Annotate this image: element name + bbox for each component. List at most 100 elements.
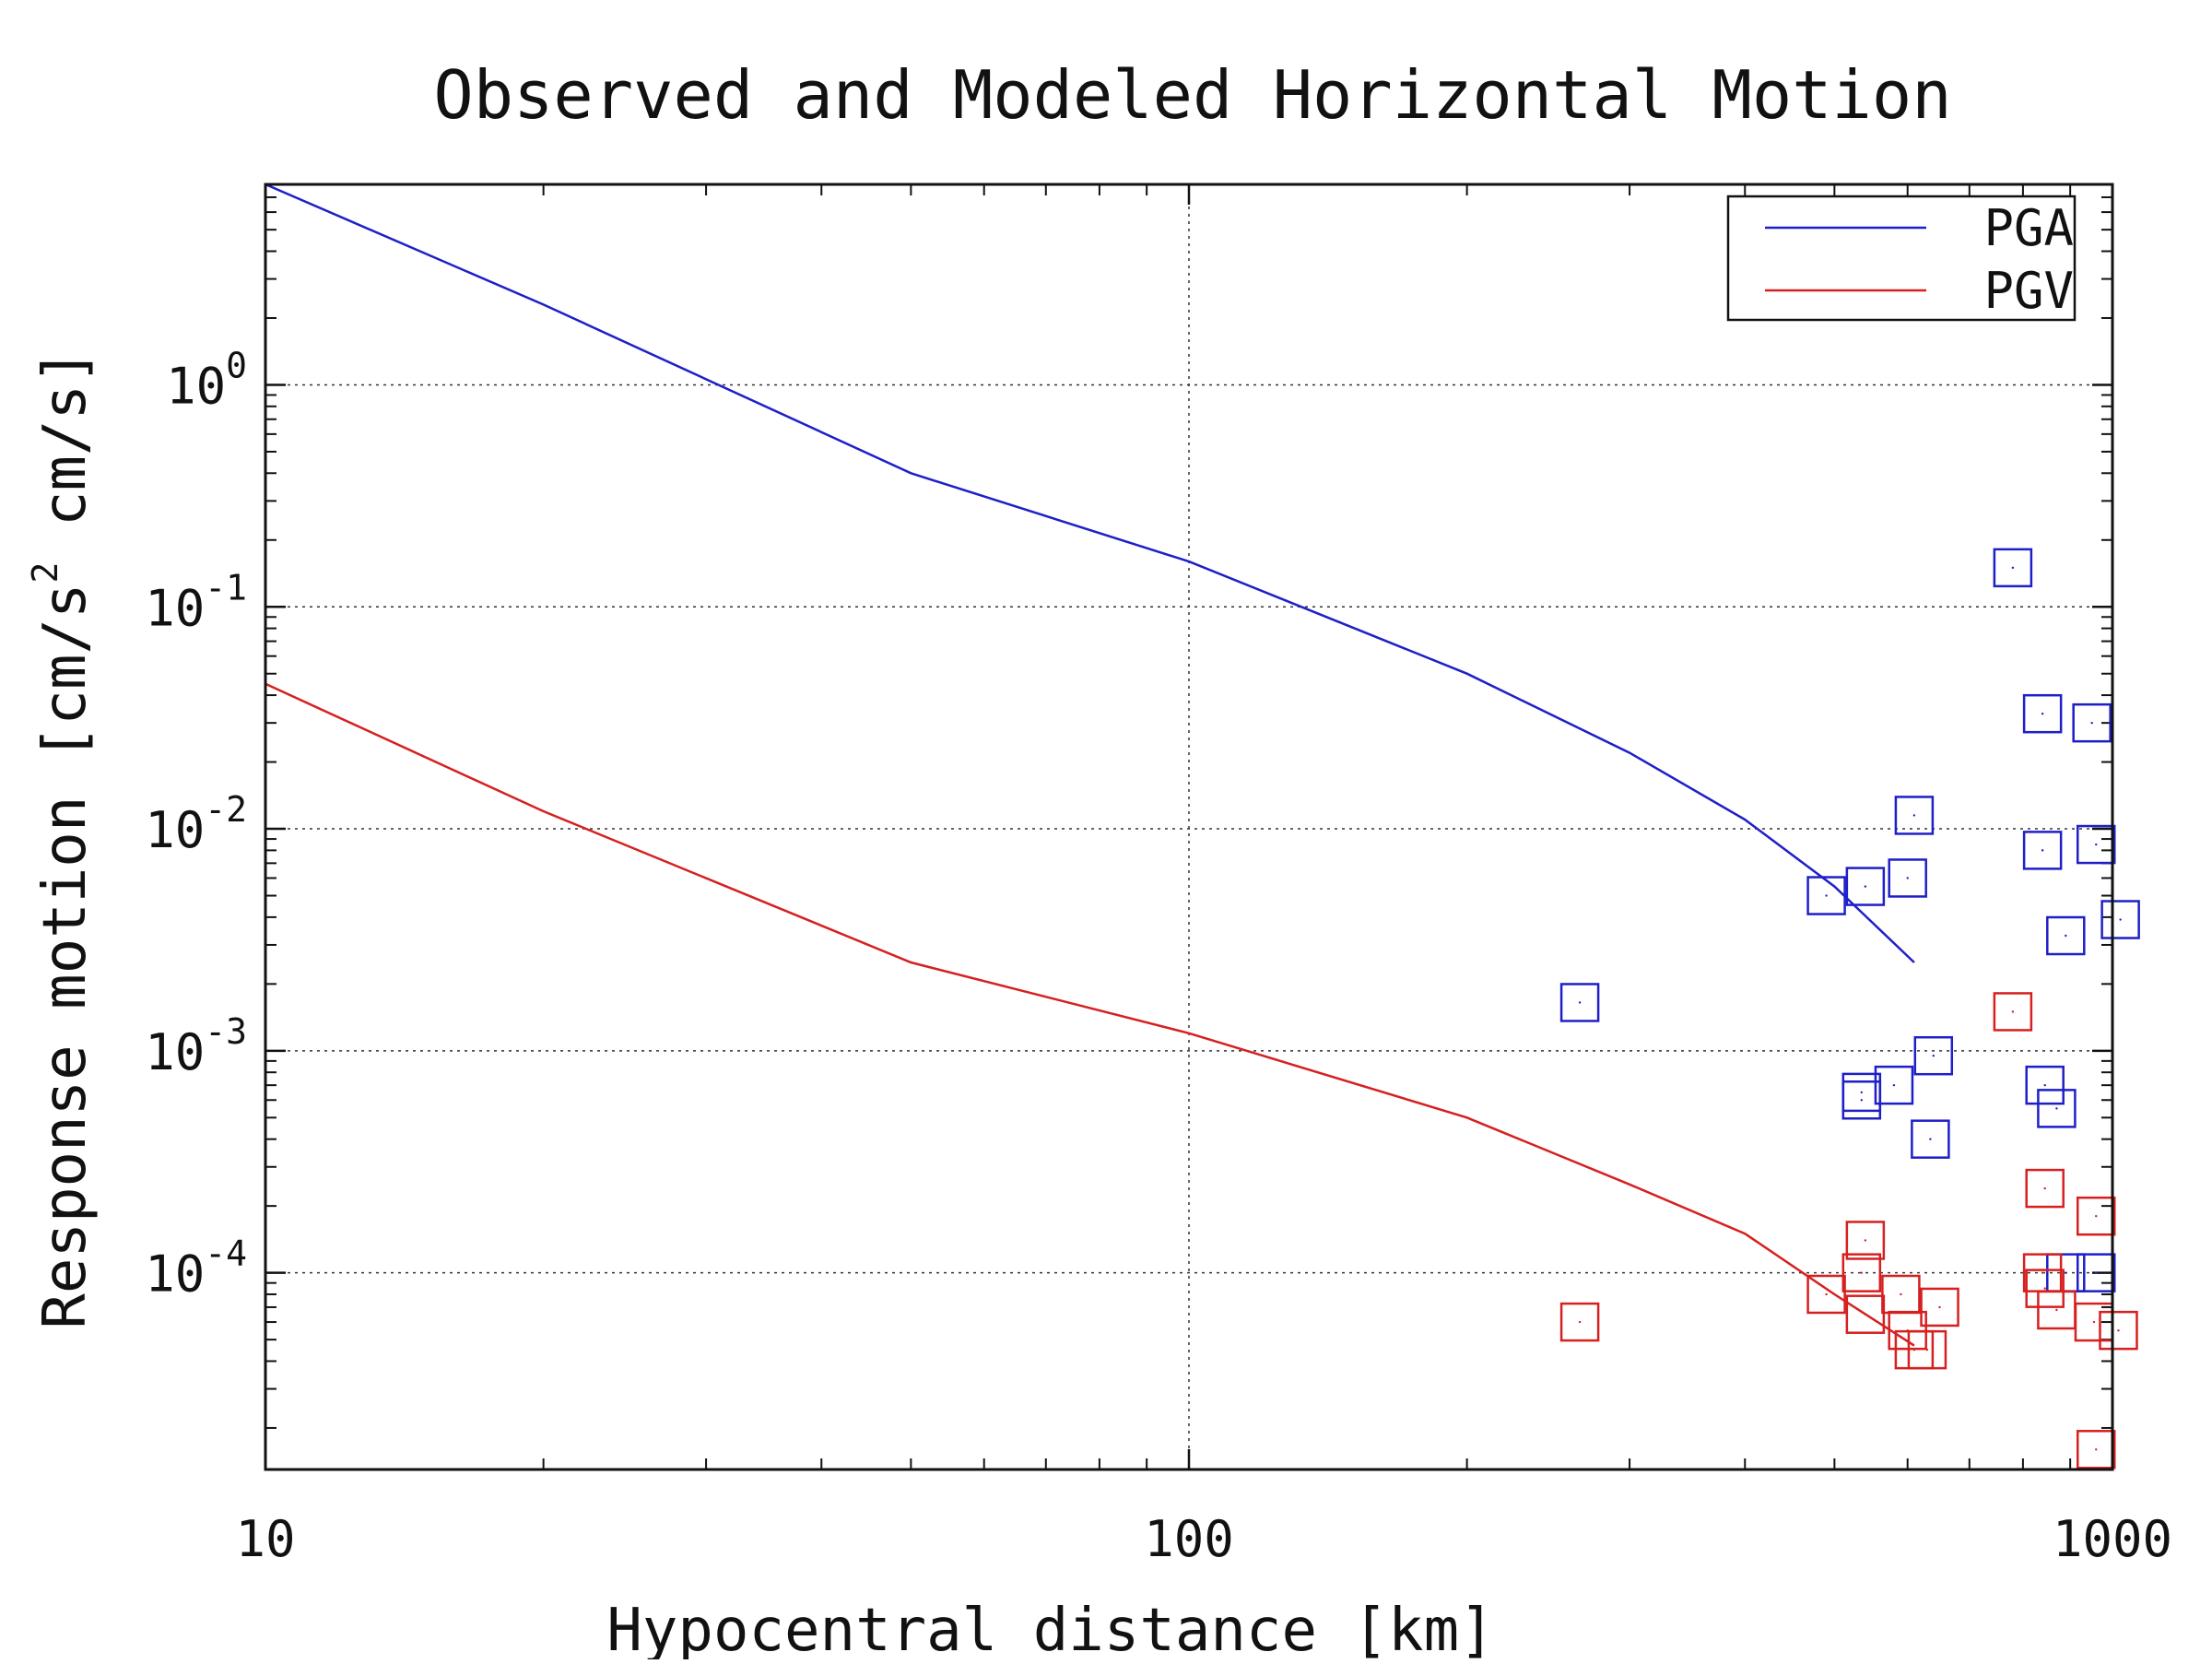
observed-marker-center <box>1825 1292 1828 1296</box>
observed-marker-center <box>2043 1186 2046 1190</box>
observed-marker-center <box>2090 721 2093 725</box>
observed-marker-center <box>1925 1348 1929 1351</box>
observed-marker-center <box>2043 1083 2046 1087</box>
model-line-pga <box>265 183 1915 963</box>
plot-series <box>265 183 2140 1469</box>
observed-marker-center <box>1578 1001 1582 1004</box>
observed-marker-center <box>2065 934 2067 938</box>
observed-marker-center <box>1892 1083 1896 1087</box>
y-tick-base: 10 <box>145 801 205 859</box>
y-axis-label-part-2: cm/s] <box>31 348 100 561</box>
observed-marker-center <box>2011 1010 2015 1013</box>
observed-marker <box>1913 1035 1954 1076</box>
observed-marker <box>1888 858 1927 898</box>
observed-marker-center <box>2095 1214 2098 1218</box>
observed-marker <box>2072 702 2112 743</box>
observed-marker <box>2022 831 2063 870</box>
observed-marker <box>1841 1080 1882 1120</box>
observed-marker-center <box>2095 1271 2098 1274</box>
observed-marker <box>2025 1168 2065 1209</box>
observed-marker <box>2076 1253 2116 1292</box>
observed-marker <box>2076 1196 2116 1236</box>
observed-marker-center <box>1906 877 1909 879</box>
observed-marker <box>1559 1302 1600 1342</box>
observed-marker-center <box>2117 1328 2120 1332</box>
observed-marker-center <box>2011 566 2015 570</box>
y-tick-label: 100 <box>166 345 247 415</box>
observed-marker-center <box>2095 843 2098 846</box>
observed-marker-center <box>1860 1091 1864 1094</box>
x-tick-label: 100 <box>1144 1510 1234 1568</box>
observed-marker <box>2076 824 2116 865</box>
observed-marker <box>1845 1294 1886 1334</box>
observed-marker <box>2025 1065 2065 1105</box>
observed-marker-center <box>2055 1308 2058 1312</box>
legend-label-pgv: PGV <box>1983 262 2074 320</box>
observed-marker-center <box>1825 894 1828 897</box>
observed-marker-center <box>1864 1239 1867 1242</box>
y-tick-label: 10-1 <box>145 567 247 637</box>
x-tick-label: 1000 <box>2053 1510 2172 1568</box>
plot-frame <box>264 183 2114 1471</box>
observed-marker <box>1806 876 1846 915</box>
legend-box <box>1726 195 2077 322</box>
observed-marker-center <box>2055 1107 2058 1110</box>
y-tick-exponent: -1 <box>205 567 247 608</box>
observed-marker <box>1874 1065 1914 1105</box>
observed-marker <box>1559 983 1600 1022</box>
observed-marker-center <box>1900 1292 1902 1296</box>
observed-marker-center <box>1912 1348 1916 1351</box>
observed-marker <box>1920 1287 1959 1328</box>
observed-marker <box>2099 1310 2138 1351</box>
observed-marker <box>1907 1329 1947 1370</box>
y-tick-exponent: -3 <box>205 1011 247 1052</box>
y-tick-label: 10-3 <box>145 1011 247 1081</box>
y-tick-base: 10 <box>145 1023 205 1081</box>
y-tick-label: 10-4 <box>145 1233 247 1304</box>
observed-marker-center <box>2041 712 2044 715</box>
observed-marker-center <box>1578 1320 1582 1324</box>
y-tick-exponent: -2 <box>205 789 247 830</box>
y-tick-base: 10 <box>145 579 205 637</box>
observed-marker-center <box>1938 1305 1941 1309</box>
y-tick-exponent: -4 <box>205 1233 247 1274</box>
observed-marker-center <box>2041 849 2044 852</box>
observed-marker-center <box>1912 814 1916 817</box>
observed-marker-center <box>2092 1320 2096 1324</box>
legend-label-pga: PGA <box>1983 199 2074 257</box>
observed-marker <box>1993 548 2033 588</box>
observed-marker-center <box>2041 1271 2044 1274</box>
y-axis-label-part-1: Response motion [cm/s <box>31 583 100 1328</box>
y-tick-base: 10 <box>166 357 226 415</box>
observed-marker <box>1911 1119 1950 1159</box>
y-tick-base: 10 <box>145 1245 205 1304</box>
observed-marker <box>2046 915 2086 956</box>
observed-marker-center <box>1860 1271 1864 1274</box>
chart-title: Observed and Modeled Horizontal Motion <box>433 56 1951 134</box>
y-tick-exponent: 0 <box>226 345 247 385</box>
observed-marker <box>1845 1221 1886 1260</box>
observed-marker <box>2037 1089 2077 1128</box>
observed-marker <box>1806 1274 1846 1315</box>
observed-marker <box>1894 796 1935 835</box>
observed-marker-center <box>2119 918 2122 921</box>
observed-marker-center <box>2043 1287 2046 1290</box>
observed-marker <box>2076 1430 2116 1469</box>
observed-marker-center <box>2095 1448 2098 1451</box>
y-axis-label: Response motion [cm/s2 cm/s] <box>25 348 100 1328</box>
observed-marker <box>2022 693 2063 734</box>
observed-marker <box>2025 1269 2065 1308</box>
observed-marker <box>1841 1253 1882 1292</box>
observed-marker-center <box>1864 1313 1867 1316</box>
observed-marker-center <box>1864 885 1867 888</box>
y-axis-label-superscript: 2 <box>25 562 65 584</box>
observed-marker-center <box>1929 1138 1932 1140</box>
legend: PGA PGV <box>1726 195 2077 322</box>
model-line-pgv <box>265 682 1915 1347</box>
y-tick-label: 10-2 <box>145 789 247 859</box>
observed-marker-center <box>1860 1099 1864 1102</box>
observed-marker-center <box>2065 1271 2067 1274</box>
